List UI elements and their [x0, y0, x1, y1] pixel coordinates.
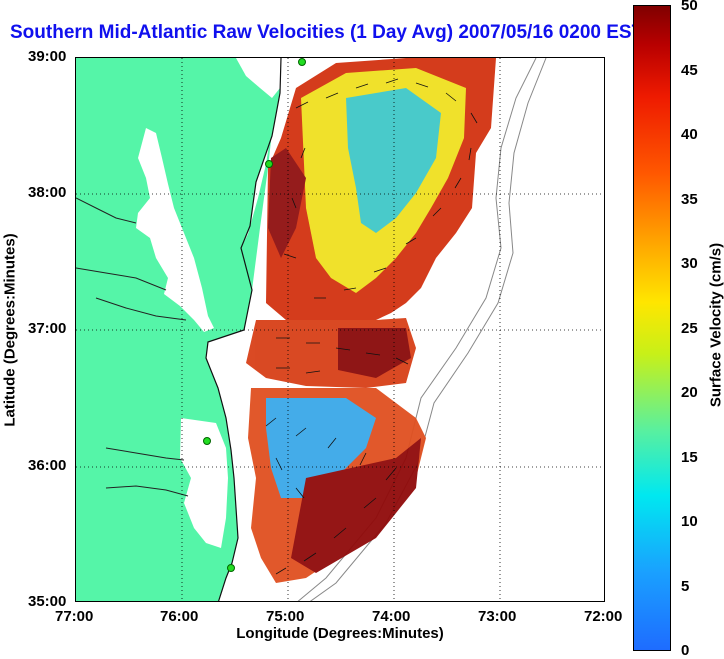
velocity-colorbar: [633, 5, 671, 651]
colorbar-tick-label: 30: [681, 255, 698, 272]
land-mass: [76, 58, 281, 601]
colorbar-tick-label: 15: [681, 449, 698, 466]
radar-site-marker: [298, 58, 306, 66]
velocity-vectors: [265, 78, 478, 575]
colorbar-tick-label: 10: [681, 513, 698, 530]
radar-site-marker: [203, 437, 211, 445]
grid-lines: [76, 58, 604, 601]
colorbar-tick-label: 35: [681, 191, 698, 208]
chesapeake-bay: [136, 128, 214, 332]
map-panel[interactable]: [75, 57, 605, 602]
delaware-bay: [236, 58, 281, 98]
colorbar-label: Surface Velocity (cm/s): [707, 242, 724, 408]
velocity-field-north-core: [346, 88, 441, 233]
colorbar-tick-label: 25: [681, 320, 698, 337]
y-tick-label: 38:00: [28, 184, 67, 201]
pamlico-sound: [180, 418, 228, 548]
x-tick-label: 76:00: [160, 608, 199, 625]
radar-sites: [203, 58, 306, 572]
river-lines: [76, 197, 189, 497]
x-axis-label: Longitude (Degrees:Minutes): [236, 625, 444, 642]
velocity-map: [76, 58, 604, 601]
colorbar-tick-label: 5: [681, 578, 690, 595]
colorbar-tick-label: 50: [681, 0, 698, 14]
y-tick-label: 39:00: [28, 48, 67, 65]
velocity-field-dark-south: [291, 438, 421, 573]
colorbar-tick-label: 40: [681, 126, 698, 143]
x-tick-label: 74:00: [372, 608, 411, 625]
radar-site-marker: [265, 160, 273, 168]
velocity-field: [246, 58, 496, 583]
coastline: [205, 58, 282, 601]
velocity-field-south-inner: [266, 398, 376, 498]
x-tick-label: 73:00: [478, 608, 517, 625]
velocity-field-dark-west: [268, 148, 306, 258]
x-tick-label: 75:00: [266, 608, 305, 625]
velocity-field-dark-middle: [338, 328, 411, 378]
radar-site-marker: [227, 564, 235, 572]
y-tick-label: 36:00: [28, 457, 67, 474]
y-axis-label: Latitude (Degrees:Minutes): [1, 233, 19, 427]
colorbar-tick-label: 45: [681, 62, 698, 79]
colorbar-tick-label: 0: [681, 642, 690, 659]
x-tick-label: 77:00: [55, 608, 94, 625]
colorbar-tick-label: 20: [681, 384, 698, 401]
map-title: Southern Mid-Atlantic Raw Velocities (1 …: [10, 22, 644, 43]
x-tick-label: 72:00: [584, 608, 623, 625]
y-tick-label: 37:00: [28, 320, 67, 337]
y-tick-label: 35:00: [28, 593, 67, 610]
